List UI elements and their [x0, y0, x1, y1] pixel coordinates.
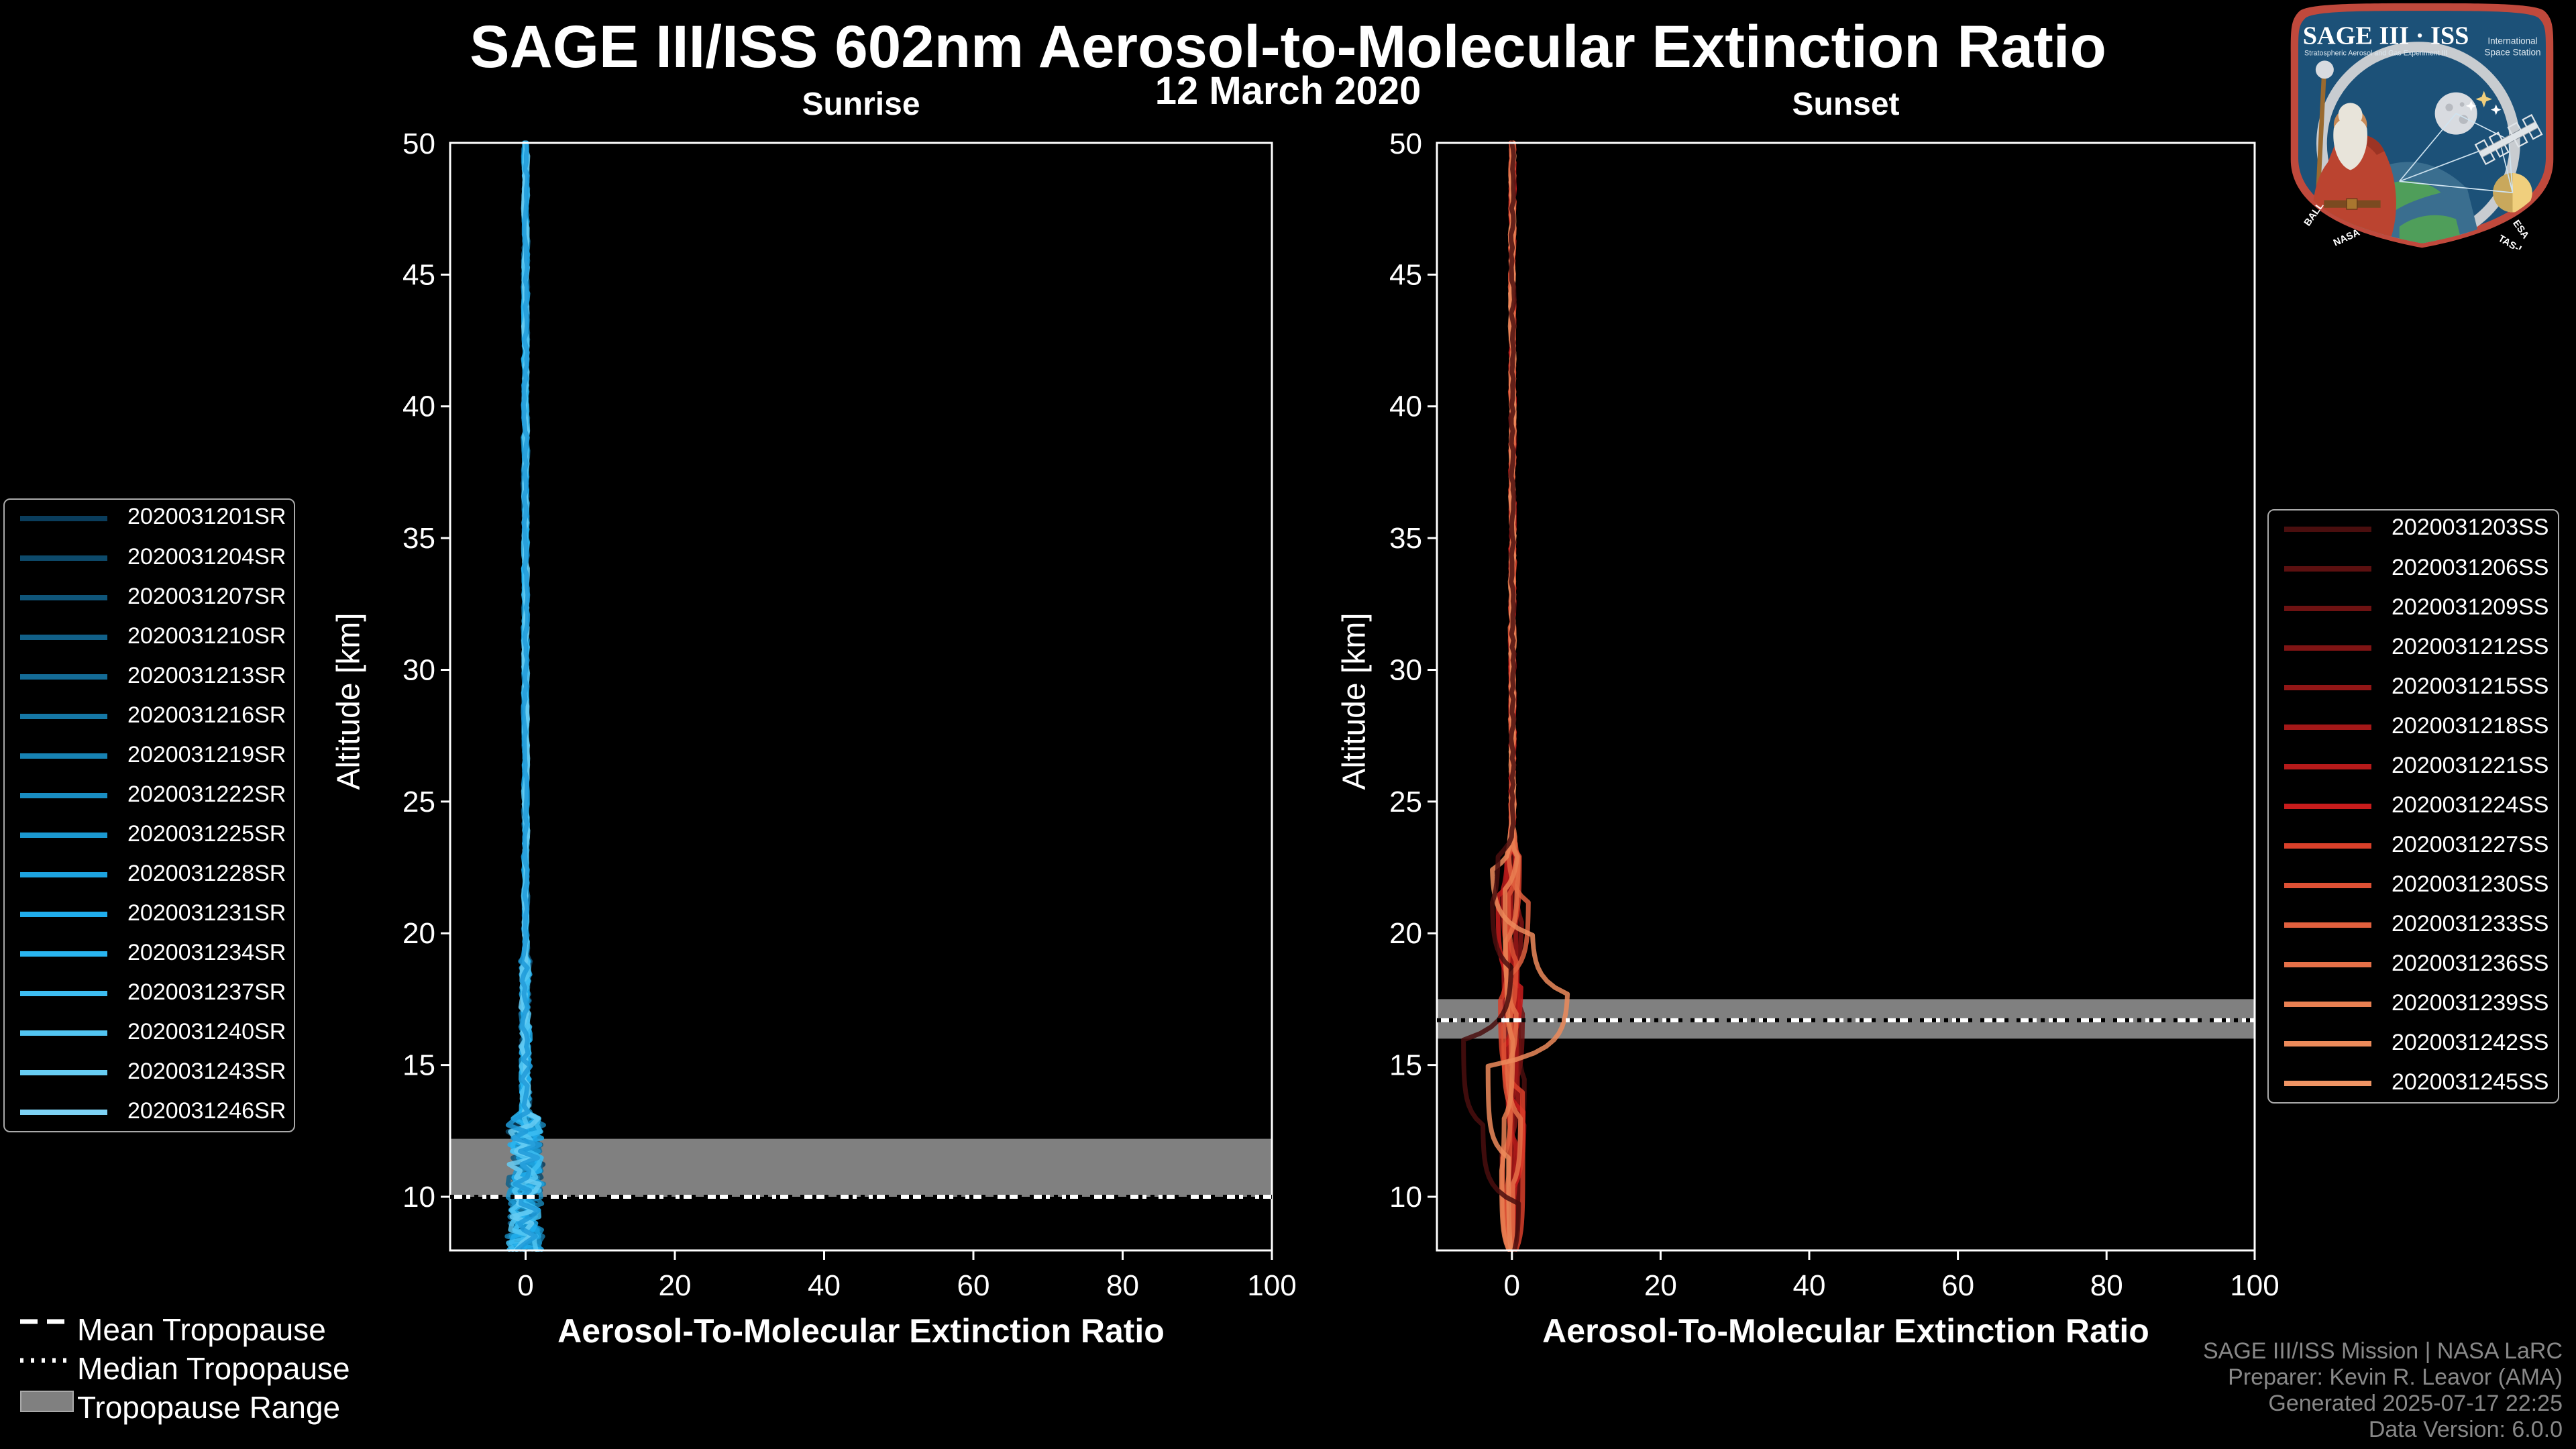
svg-text:30: 30: [402, 654, 435, 687]
svg-text:ESA: ESA: [2510, 218, 2531, 241]
svg-text:30: 30: [1389, 654, 1422, 687]
svg-text:NASA: NASA: [2332, 227, 2362, 249]
svg-text:35: 35: [402, 522, 435, 555]
svg-text:60: 60: [957, 1269, 990, 1302]
svg-text:SAGE III · ISS: SAGE III · ISS: [2303, 22, 2469, 50]
svg-text:100: 100: [1247, 1269, 1296, 1302]
svg-text:Stratospheric Aerosol and Gas: Stratospheric Aerosol and Gas Experiment…: [2304, 50, 2448, 58]
svg-text:International: International: [2487, 36, 2537, 46]
svg-text:10: 10: [1389, 1181, 1422, 1214]
svg-text:40: 40: [402, 390, 435, 423]
svg-text:50: 50: [1389, 127, 1422, 160]
svg-text:15: 15: [402, 1049, 435, 1082]
svg-text:BALL: BALL: [2302, 201, 2326, 228]
svg-text:25: 25: [402, 786, 435, 818]
svg-text:60: 60: [1941, 1269, 1974, 1302]
svg-text:15: 15: [1389, 1049, 1422, 1082]
svg-text:20: 20: [1389, 917, 1422, 950]
svg-text:25: 25: [1389, 786, 1422, 818]
svg-text:40: 40: [1389, 390, 1422, 423]
svg-text:80: 80: [1106, 1269, 1139, 1302]
svg-text:45: 45: [1389, 258, 1422, 291]
svg-text:40: 40: [808, 1269, 841, 1302]
svg-text:40: 40: [1793, 1269, 1826, 1302]
svg-text:100: 100: [2230, 1269, 2279, 1302]
svg-text:20: 20: [402, 917, 435, 950]
svg-text:10: 10: [402, 1181, 435, 1214]
svg-text:20: 20: [1644, 1269, 1677, 1302]
svg-text:Space Station: Space Station: [2484, 48, 2540, 58]
svg-text:0: 0: [1504, 1269, 1520, 1302]
svg-text:45: 45: [402, 258, 435, 291]
svg-text:80: 80: [2090, 1269, 2123, 1302]
svg-text:0: 0: [517, 1269, 533, 1302]
svg-text:20: 20: [659, 1269, 692, 1302]
svg-text:50: 50: [402, 127, 435, 160]
svg-text:35: 35: [1389, 522, 1422, 555]
